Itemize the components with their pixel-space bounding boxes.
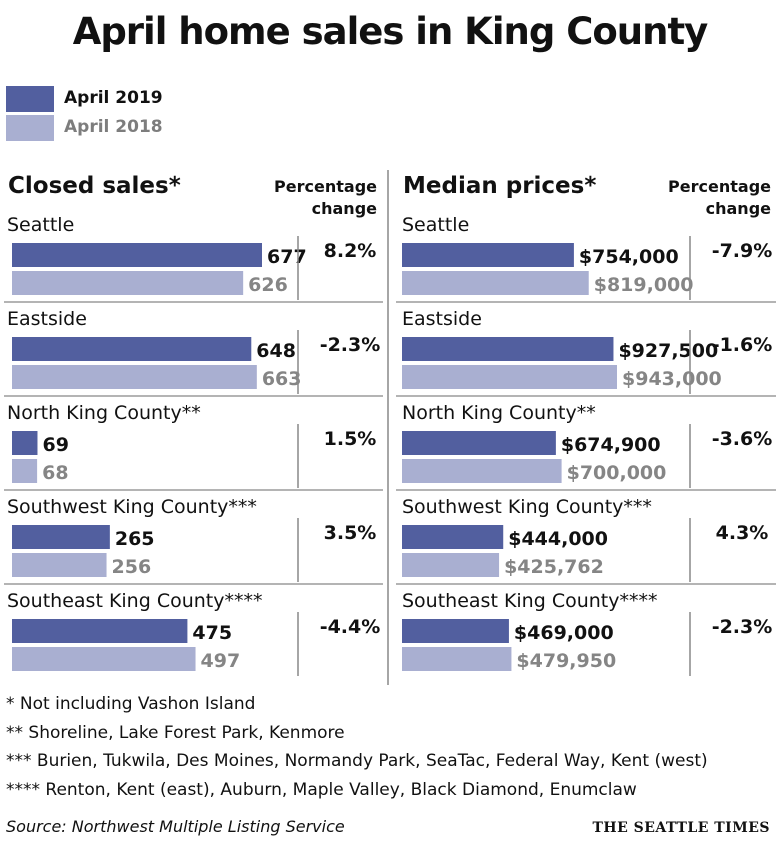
median-prices-category-label: Seattle — [402, 214, 469, 236]
bar-charts: Closed sales* Percentage change Seattle 677 6… — [4, 170, 776, 685]
median-prices-bar-2018 — [402, 459, 562, 483]
legend-swatch-2019 — [6, 86, 54, 112]
closed-sales-bar-2018 — [12, 271, 244, 295]
closed-sales-bar-2018 — [12, 647, 196, 671]
median-prices-category-label: Southwest King County*** — [402, 496, 652, 518]
closed-sales-change-header-1: Percentage — [274, 177, 377, 196]
median-prices-value-label-2019: $674,900 — [561, 434, 661, 456]
median-prices-value-label-2018: $479,950 — [516, 650, 616, 672]
closed-sales-value-label-2019: 69 — [42, 434, 68, 456]
footnote-3: *** Burien, Tukwila, Des Moines, Normand… — [6, 751, 708, 771]
closed-sales-category-label: Southeast King County**** — [7, 590, 263, 612]
median-prices-value-label-2019: $444,000 — [508, 528, 608, 550]
footnotes: * Not including Vashon Island ** Shoreli… — [6, 690, 708, 804]
median-prices-bar-2019 — [402, 243, 574, 267]
closed-sales-percentage-change: 1.5% — [324, 428, 377, 450]
closed-sales-value-label-2018: 256 — [112, 556, 152, 578]
median-prices-bar-2018 — [402, 271, 589, 295]
median-prices-value-label-2018: $819,000 — [594, 274, 694, 296]
closed-sales-bar-2018 — [12, 459, 38, 483]
median-prices-title: Median prices* — [403, 173, 596, 199]
closed-sales-bar-2019 — [12, 619, 188, 643]
closed-sales-change-header-2: change — [312, 199, 378, 218]
median-prices-bar-2019 — [402, 619, 509, 643]
median-prices-percentage-change: -2.3% — [712, 616, 773, 638]
closed-sales-category-label: Southwest King County*** — [7, 496, 257, 518]
brand-logo: THE SEATTLE TIMES — [592, 820, 770, 836]
median-prices-category-label: Southeast King County**** — [402, 590, 658, 612]
legend-label-2019: April 2019 — [64, 88, 163, 108]
closed-sales-value-label-2019: 648 — [256, 340, 296, 362]
median-prices-change-header-2: change — [706, 199, 772, 218]
closed-sales-value-label-2019: 677 — [267, 246, 307, 268]
closed-sales-percentage-change: 3.5% — [324, 522, 377, 544]
median-prices-category-label: North King County** — [402, 402, 596, 424]
median-prices-bar-2019 — [402, 431, 556, 455]
chart-title: April home sales in King County — [72, 10, 709, 53]
closed-sales-bar-2018 — [12, 365, 257, 389]
median-prices-bar-2018 — [402, 365, 617, 389]
source-note: Source: Northwest Multiple Listing Servi… — [6, 817, 345, 836]
footnote-1: * Not including Vashon Island — [6, 694, 256, 714]
median-prices-value-label-2019: $754,000 — [579, 246, 679, 268]
legend-swatch-2018 — [6, 115, 54, 141]
closed-sales-bar-2018 — [12, 553, 107, 577]
median-prices-bar-2019 — [402, 525, 504, 549]
median-prices-bar-2018 — [402, 553, 500, 577]
median-prices-percentage-change: -7.9% — [712, 240, 773, 262]
closed-sales-percentage-change: -2.3% — [320, 334, 381, 356]
closed-sales-bar-2019 — [12, 337, 252, 361]
closed-sales-value-label-2018: 626 — [248, 274, 288, 296]
median-prices-value-label-2019: $469,000 — [514, 622, 614, 644]
footnote-2: ** Shoreline, Lake Forest Park, Kenmore — [6, 722, 345, 743]
closed-sales-bar-2019 — [12, 243, 262, 267]
closed-sales-title: Closed sales* — [8, 173, 181, 199]
closed-sales-bar-2019 — [12, 431, 38, 455]
footnote-4: **** Renton, Kent (east), Auburn, Maple … — [6, 779, 637, 800]
closed-sales-category-label: Seattle — [7, 214, 74, 236]
closed-sales-category-label: Eastside — [7, 308, 87, 330]
median-prices-value-label-2018: $700,000 — [567, 462, 667, 484]
closed-sales-value-label-2018: 68 — [42, 462, 68, 484]
closed-sales-percentage-change: -4.4% — [320, 616, 381, 638]
closed-sales-value-label-2019: 475 — [192, 622, 232, 644]
median-prices-value-label-2019: $927,500 — [618, 340, 718, 362]
median-prices-value-label-2018: $943,000 — [622, 368, 722, 390]
median-prices-percentage-change: -1.6% — [712, 334, 773, 356]
legend-label-2018: April 2018 — [64, 117, 163, 137]
median-prices-percentage-change: -3.6% — [712, 428, 773, 450]
median-prices-bar-2019 — [402, 337, 614, 361]
median-prices-category-label: Eastside — [402, 308, 482, 330]
closed-sales-bar-2019 — [12, 525, 110, 549]
closed-sales-value-label-2018: 497 — [201, 650, 241, 672]
closed-sales-value-label-2019: 265 — [115, 528, 155, 550]
median-prices-value-label-2018: $425,762 — [504, 556, 604, 578]
closed-sales-value-label-2018: 663 — [262, 368, 302, 390]
median-prices-bar-2018 — [402, 647, 512, 671]
closed-sales-percentage-change: 8.2% — [324, 240, 377, 262]
median-prices-change-header-1: Percentage — [668, 177, 771, 196]
median-prices-percentage-change: 4.3% — [716, 522, 769, 544]
closed-sales-category-label: North King County** — [7, 402, 201, 424]
